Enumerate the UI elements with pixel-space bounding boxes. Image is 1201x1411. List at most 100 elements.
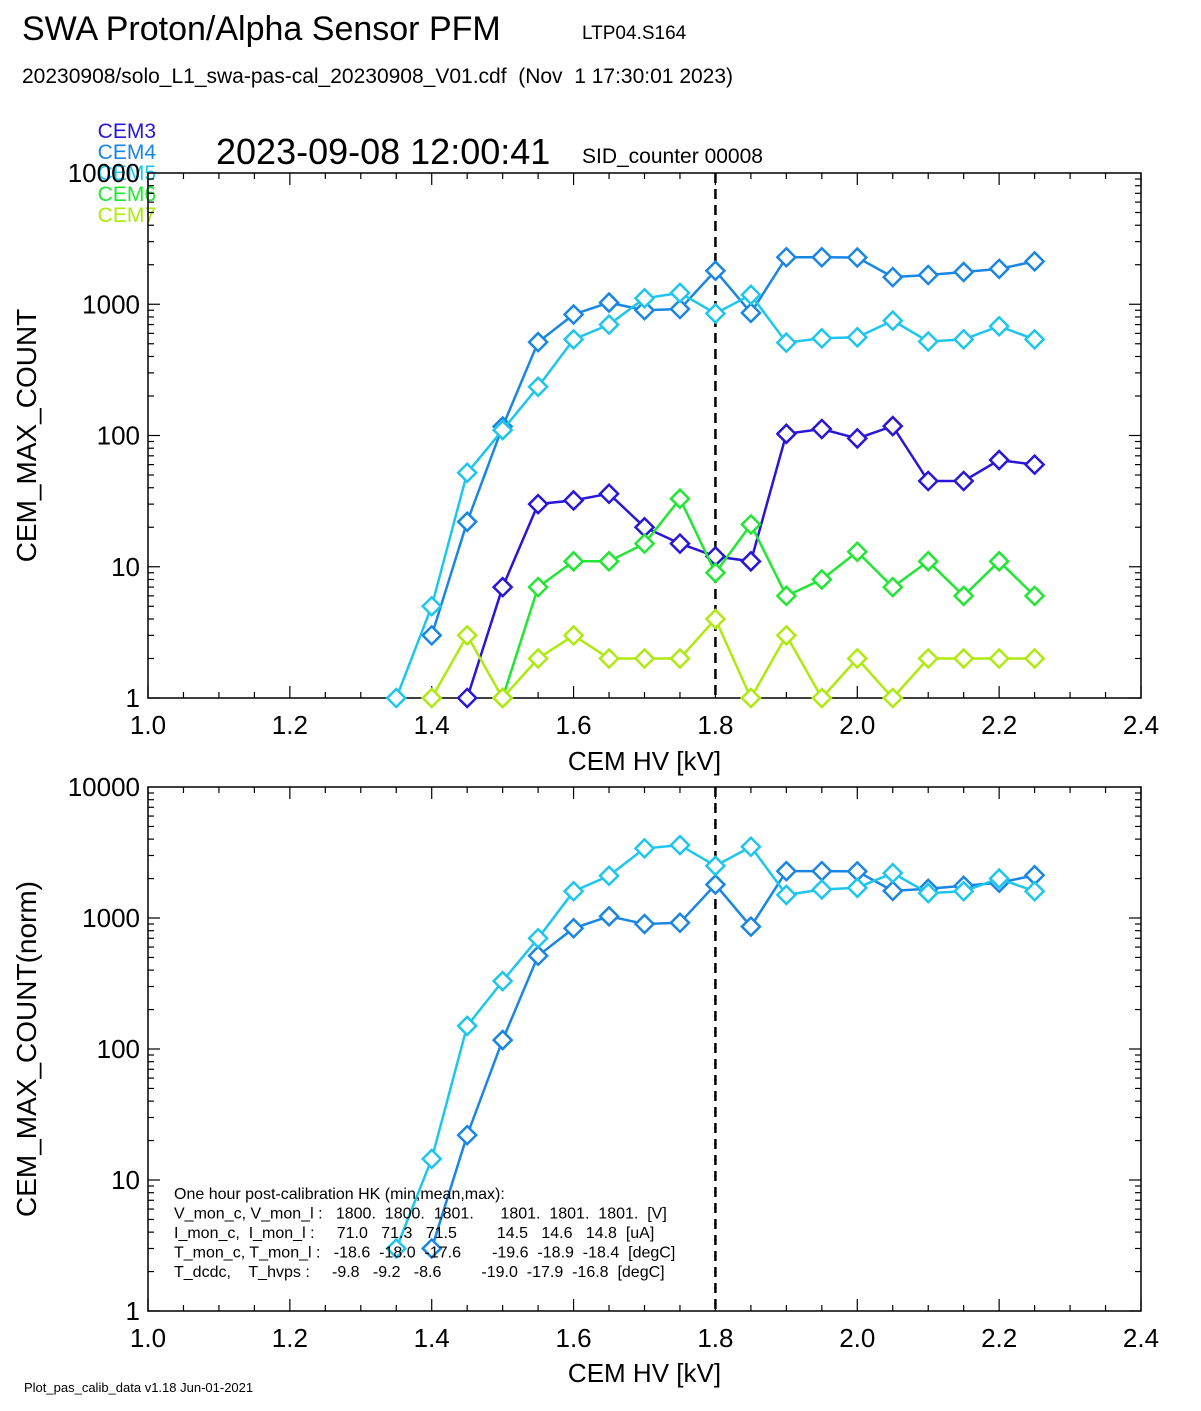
data-point: [846, 877, 869, 899]
data-point: [740, 687, 762, 709]
x-tick-label: 2.2: [981, 1323, 1017, 1353]
data-point: [669, 647, 691, 670]
data-point: [704, 302, 727, 325]
data-point: [846, 326, 869, 349]
file-info: 20230908/solo_L1_swa-pas-cal_20230908_V0…: [22, 65, 734, 88]
data-point: [420, 687, 443, 709]
y-tick-label: 10000: [68, 772, 140, 802]
data-point: [775, 585, 798, 607]
data-point: [952, 328, 975, 351]
data-point: [704, 855, 727, 877]
data-point: [385, 1237, 408, 1260]
data-point: [988, 867, 1010, 890]
data-point: [669, 911, 691, 934]
data-point: [527, 647, 549, 670]
data-point: [740, 915, 762, 938]
data-point: [1023, 328, 1046, 351]
data-point: [917, 330, 939, 353]
y-tick-label: 1: [126, 1296, 140, 1326]
data-point: [598, 550, 620, 573]
data-point: [562, 550, 585, 573]
series-cem7: [420, 608, 1046, 709]
hk-line: V_mon_c, V_mon_l : 1800. 1800. 1801. 180…: [174, 1206, 667, 1223]
data-point: [740, 550, 762, 573]
data-point: [385, 687, 408, 709]
x-tick-label: 1.0: [130, 1323, 166, 1353]
series-cem4: [420, 860, 1046, 1260]
data-point: [598, 313, 620, 336]
y-tick-label: 10: [111, 1165, 140, 1195]
data-point: [669, 532, 691, 555]
data-point: [846, 427, 869, 450]
x-tick-label: 1.8: [697, 710, 733, 740]
data-point: [633, 532, 656, 555]
y-tick-label: 1: [126, 683, 140, 713]
data-point: [633, 287, 656, 310]
data-point: [562, 303, 585, 326]
data-point: [420, 595, 443, 618]
data-point: [917, 264, 939, 286]
x-tick-label: 1.2: [272, 1323, 308, 1353]
x-tick-label: 1.4: [414, 710, 450, 740]
data-point: [988, 550, 1010, 573]
data-point: [1023, 647, 1046, 670]
data-point: [740, 835, 762, 858]
data-point: [669, 487, 691, 510]
data-point: [811, 418, 833, 440]
data-point: [988, 258, 1010, 280]
data-point: [527, 331, 549, 353]
x-tick-label: 2.4: [1123, 1323, 1159, 1353]
data-point: [527, 944, 549, 967]
data-point: [598, 647, 620, 670]
series-line: [430, 256, 1035, 636]
data-point: [988, 449, 1010, 471]
data-point: [491, 576, 514, 598]
y-tick-label: 1000: [82, 289, 140, 319]
hk-line: T_mon_c, T_mon_l : -18.6 -18.0 -17.6 -19…: [174, 1245, 675, 1262]
data-point: [1023, 250, 1046, 273]
data-point: [881, 880, 904, 902]
footer-version: Plot_pas_calib_data v1.18 Jun-01-2021: [24, 1380, 254, 1395]
y-tick-label: 1000: [82, 903, 140, 933]
data-point: [740, 302, 762, 324]
hk-line: T_dcdc, T_hvps : -9.8 -9.2 -8.6 -19.0 -1…: [174, 1264, 665, 1281]
data-point: [598, 482, 620, 505]
data-point: [456, 462, 478, 484]
legend-entry-cem5: CEM5: [97, 162, 157, 185]
data-point: [633, 913, 656, 935]
data-point: [562, 328, 585, 351]
data-point: [669, 834, 691, 856]
data-point: [1023, 880, 1046, 903]
series-line: [430, 616, 1035, 701]
series-cem5: [385, 282, 1046, 709]
data-point: [952, 261, 975, 283]
y-tick-label: 10000: [68, 158, 140, 188]
data-point: [952, 470, 975, 492]
data-point: [881, 415, 904, 437]
data-point: [917, 550, 939, 573]
data-point: [881, 309, 904, 332]
data-point: [633, 299, 656, 322]
data-point: [491, 419, 514, 441]
legend-entry-cem6: CEM6: [97, 183, 157, 206]
x-axis-label: CEM HV [kV]: [568, 746, 721, 776]
data-point: [1023, 585, 1046, 607]
chart-panel-1: 1.0 1.2 1.4 1.6 1.8 2.0 2.2 2.4110100100010000C…: [11, 158, 1159, 776]
y-tick-label: 100: [97, 1034, 140, 1064]
data-point: [917, 882, 939, 904]
data-point: [669, 282, 691, 304]
data-point: [704, 561, 727, 584]
hk-text-block: One hour post-calibration HK (min,mean,m…: [174, 1186, 675, 1281]
data-point: [598, 905, 620, 928]
data-point: [881, 576, 904, 598]
data-point: [420, 1237, 443, 1260]
series-cem3: [456, 415, 1046, 709]
data-point: [527, 376, 549, 398]
data-point: [775, 884, 798, 906]
x-tick-label: 1.8: [697, 1323, 733, 1353]
data-point: [491, 1029, 514, 1051]
data-point: [669, 298, 691, 320]
data-point: [952, 585, 975, 607]
data-point: [988, 315, 1010, 338]
data-point: [988, 647, 1010, 670]
